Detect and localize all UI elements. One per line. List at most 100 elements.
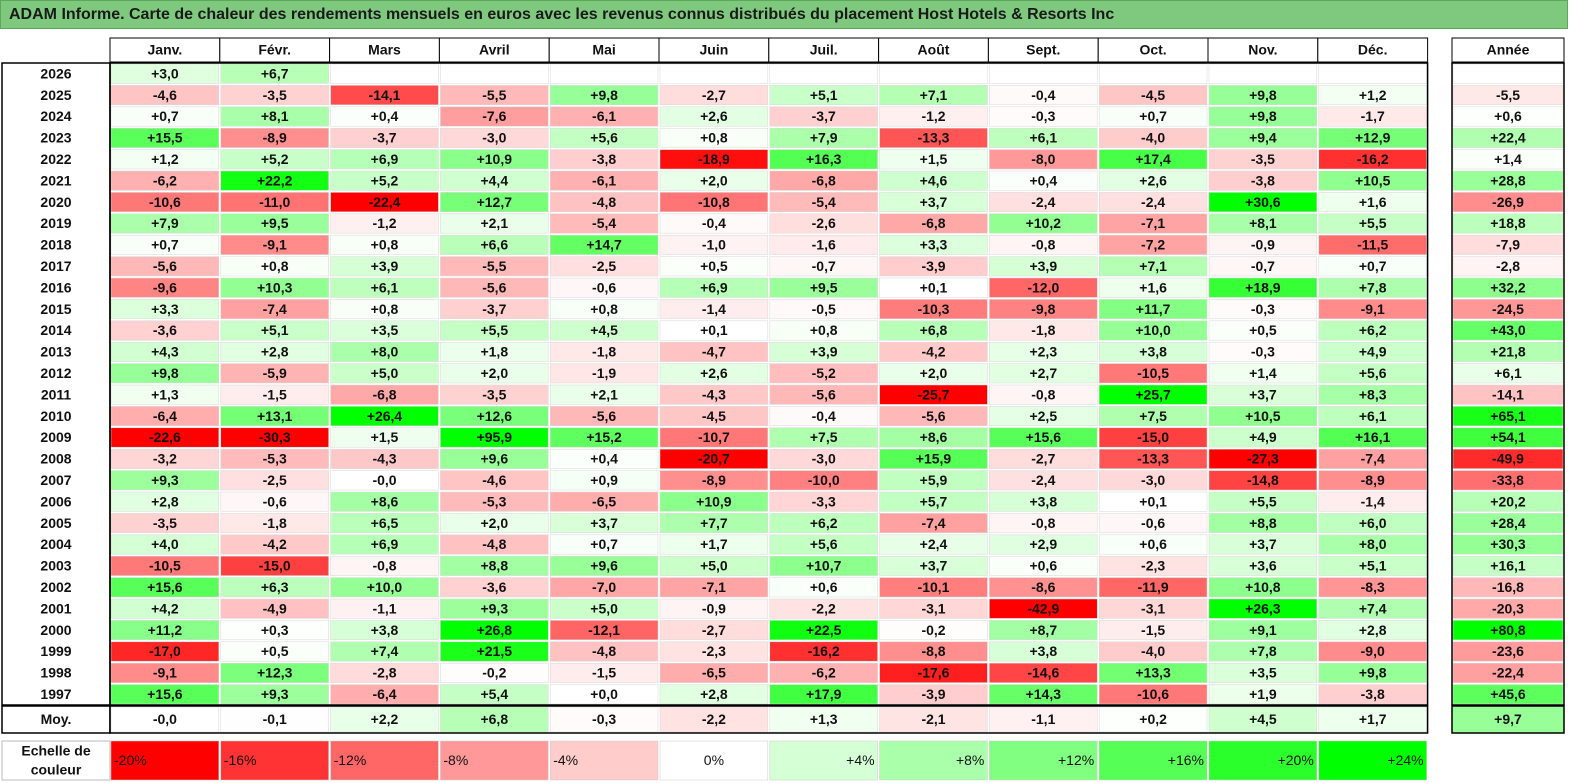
heatmap-cell-value: +5,0 [371,365,399,381]
heatmap-cell [1318,620,1427,641]
heatmap-cell [330,63,439,84]
heatmap-cell-value: +6,8 [920,322,948,338]
heatmap-cell-value: -11,5 [1357,237,1388,253]
average-cell-value: +1,7 [1359,711,1387,727]
heatmap-cell [989,234,1098,255]
annual-cell-value: +6,1 [1494,365,1522,381]
row-year-label: 2016 [40,279,71,295]
heatmap-cell-value: -1,5 [1141,622,1165,638]
heatmap-cell [1098,234,1208,255]
heatmap-cell [1208,341,1318,362]
average-cell [330,706,439,733]
heatmap-cell [659,363,769,384]
heatmap-cell-value: -3,8 [592,151,616,167]
heatmap-cell [110,256,220,277]
heatmap-cell [659,384,769,405]
heatmap-cell-value: +2,6 [1139,172,1167,188]
heatmap-cell [1098,256,1208,277]
heatmap-cell-value: +22,5 [806,622,842,638]
heatmap-cell-value: +1,2 [1359,87,1387,103]
heatmap-cell [879,85,988,106]
heatmap-cell [769,299,878,320]
heatmap-cell-value: -0,4 [1031,87,1055,103]
heatmap-cell-value: -5,4 [592,215,616,231]
heatmap-cell [1098,341,1208,362]
heatmap-cell-value: +5,0 [700,558,728,574]
heatmap-cell [659,213,769,234]
heatmap-cell-value: +1,6 [1139,279,1167,295]
heatmap-cell-value: -4,0 [1141,130,1165,146]
heatmap-cell-value: +7,7 [700,515,728,531]
annual-cell [1452,213,1564,234]
heatmap-cell-value: -17,0 [149,643,181,659]
annual-cell [1452,341,1564,362]
heatmap-cell [220,406,329,427]
heatmap-cell-value: -3,0 [812,451,836,467]
heatmap-cell [330,192,439,213]
column-header-label: Nov. [1248,42,1277,58]
heatmap-cell-value: +15,6 [147,579,183,595]
heatmap-cell [1208,170,1318,191]
heatmap-cell-value: +0,1 [1139,493,1167,509]
heatmap-cell [989,406,1098,427]
heatmap-cell-value: -0,5 [812,301,836,317]
heatmap-cell [549,555,659,576]
average-annual-cell [1451,705,1565,734]
heatmap-cell [1098,577,1208,598]
heatmap-cell-value: +1,5 [920,151,948,167]
heatmap-cell [1208,85,1318,106]
heatmap-cell-value: +8,8 [480,558,508,574]
heatmap-cell-value: +7,9 [810,130,838,146]
column-header-label: Sept. [1026,42,1060,58]
heatmap-cell [1318,641,1427,662]
heatmap-cell-value: -7,2 [1141,237,1165,253]
heatmap-cell-value: +9,5 [810,279,838,295]
heatmap-cell-value: -4,9 [263,600,287,616]
annual-cell-value: +45,6 [1490,686,1526,702]
heatmap-cell-value: +8,6 [371,493,399,509]
heatmap-cell-value: -1,2 [372,215,396,231]
color-scale-step-label: -4% [553,752,578,768]
heatmap-cell [989,534,1098,555]
heatmap-cell [1098,106,1208,127]
average-cell [549,706,659,733]
heatmap-cell-value: +1,4 [1249,365,1277,381]
heatmap-cell [1318,192,1427,213]
heatmap-cell-value: -8,9 [702,472,726,488]
heatmap-cell [989,620,1098,641]
heatmap-cell-value: -0,4 [812,408,836,424]
heatmap-cell [1098,641,1208,662]
heatmap-cell [769,277,878,298]
heatmap-cell [1208,598,1318,619]
heatmap-cell [769,192,878,213]
row-year-label: 2022 [40,151,71,167]
heatmap-cell-value: +2,0 [920,365,948,381]
heatmap-cell [220,384,329,405]
row-year-label: 2000 [40,622,71,638]
heatmap-cell [1208,363,1318,384]
heatmap-cell [769,427,878,448]
color-scale-step [769,740,878,781]
heatmap-cell-value: +9,5 [261,215,289,231]
heatmap-cell [659,406,769,427]
column-header-cell [768,37,880,63]
heatmap-cell [1098,85,1208,106]
heatmap-cell [769,384,878,405]
heatmap-cell [1208,534,1318,555]
heatmap-cell [440,341,549,362]
heatmap-cell [659,620,769,641]
heatmap-cell-value: -7,4 [921,515,945,531]
heatmap-cell-value: -1,4 [1361,493,1385,509]
heatmap-cell [220,277,329,298]
heatmap-cell [659,106,769,127]
color-scale-step-label: -8% [443,752,468,768]
heatmap-cell [769,577,878,598]
heatmap-cell-value: +10,5 [1245,408,1281,424]
heatmap-cell-value: -4,2 [921,344,945,360]
heatmap-cell-value: +2,0 [480,365,508,381]
heatmap-cell [220,448,329,469]
heatmap-cell-value: -6,8 [372,386,396,402]
average-cell [1098,706,1208,733]
heatmap-cell-value: -0,8 [1031,386,1055,402]
heatmap-cell [1318,213,1427,234]
